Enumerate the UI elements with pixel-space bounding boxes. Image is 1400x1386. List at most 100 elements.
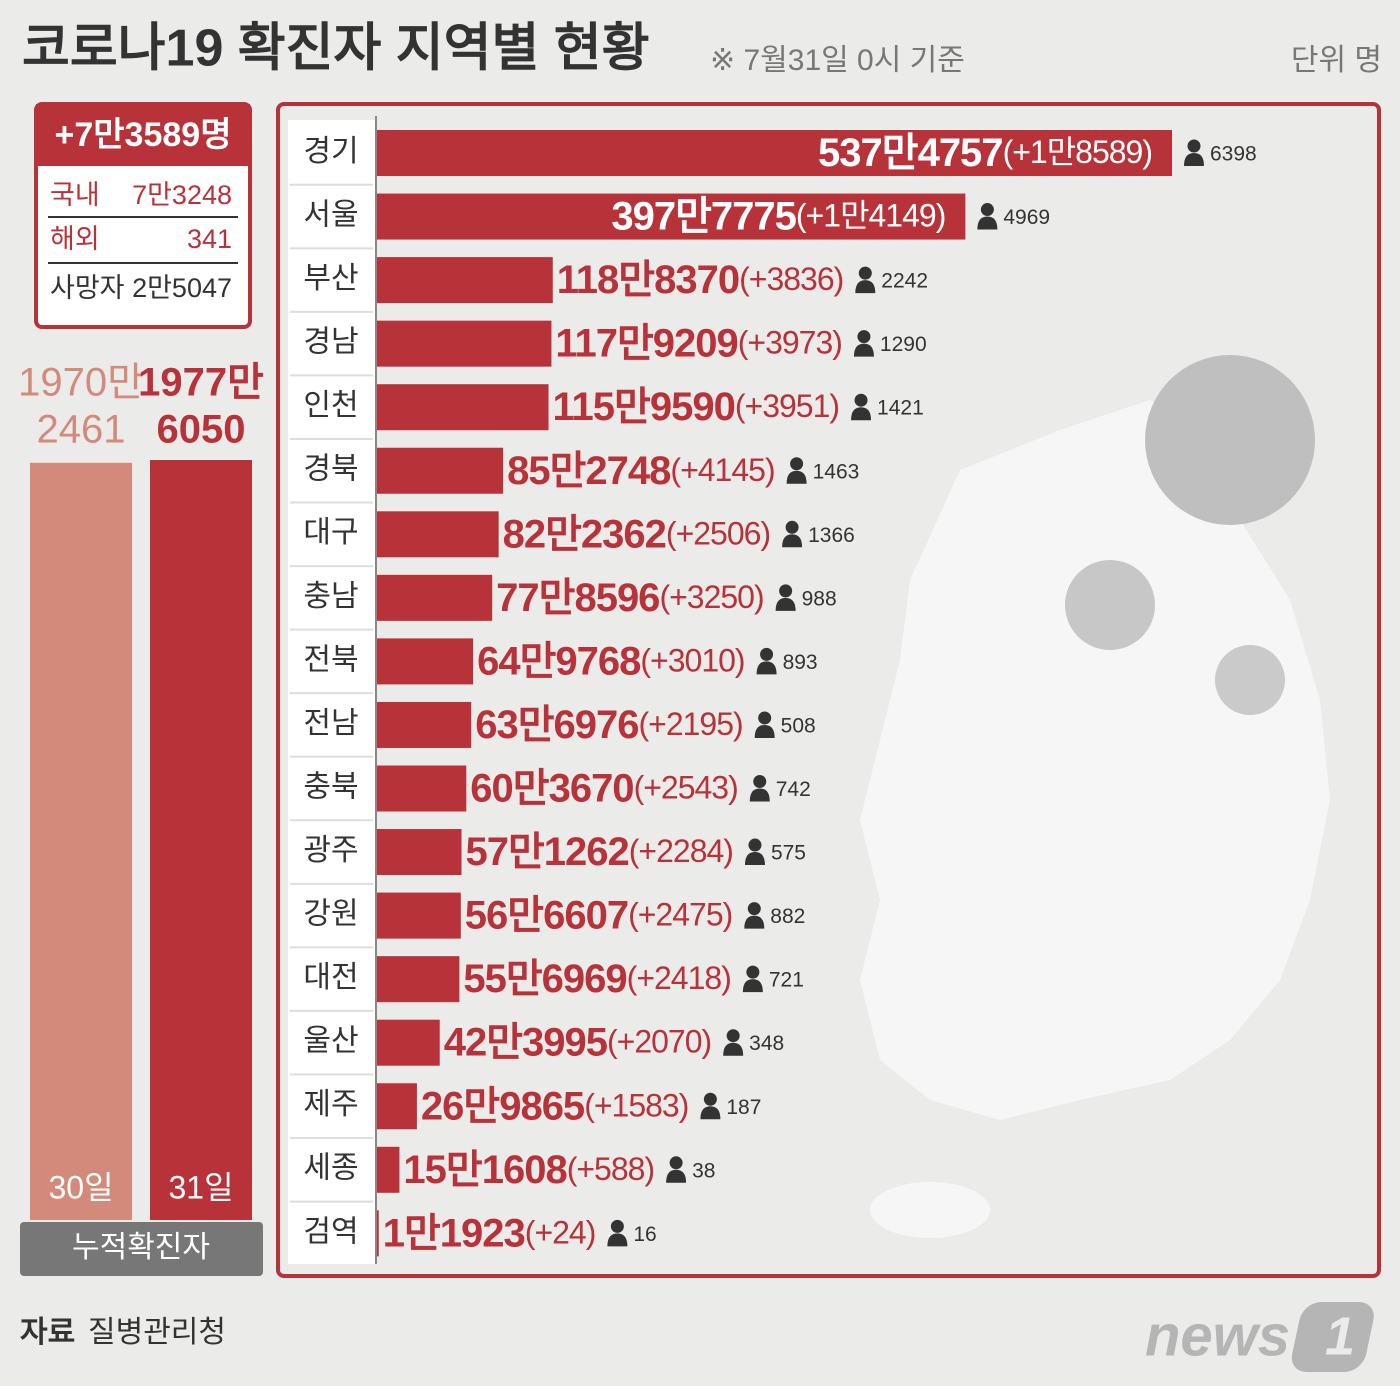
icon-head bbox=[726, 1029, 740, 1043]
increase-label: (+2418) bbox=[627, 961, 731, 997]
person-icon bbox=[666, 1156, 687, 1183]
person-icon bbox=[744, 838, 765, 866]
increase-label: (+2506) bbox=[666, 516, 770, 552]
panel-frame bbox=[276, 102, 1381, 1278]
bar bbox=[150, 460, 252, 1220]
icon-head bbox=[980, 203, 994, 217]
category-label: 서울 bbox=[303, 198, 358, 231]
icon-body bbox=[666, 1169, 687, 1183]
increase-label: (+588) bbox=[567, 1151, 654, 1187]
deaths-label: 348 bbox=[749, 1032, 784, 1055]
bar-label: 115만9590(+3951) bbox=[553, 385, 840, 429]
increase-label: (+2284) bbox=[629, 834, 733, 870]
bar bbox=[377, 447, 504, 494]
value-label: 26만9865 bbox=[421, 1084, 585, 1128]
category-label: 경북 bbox=[303, 453, 358, 486]
category-label: 세종 bbox=[303, 1152, 358, 1185]
summary-label: 해외 bbox=[50, 224, 100, 254]
value-label: 55만6969 bbox=[463, 957, 626, 1001]
icon-head bbox=[753, 775, 767, 788]
person-icon bbox=[744, 902, 765, 929]
bar bbox=[377, 511, 499, 558]
person-icon bbox=[754, 711, 775, 738]
note: ※ 7월31일 0시 기준 bbox=[710, 44, 965, 77]
category-label: 30일 bbox=[48, 1169, 113, 1205]
increase-label: (+2475) bbox=[628, 897, 732, 933]
deaths-label: 893 bbox=[783, 651, 818, 674]
value-label: 6050 bbox=[157, 408, 246, 452]
value-label: 85만2748 bbox=[507, 448, 671, 492]
value-label: 15만1608 bbox=[403, 1147, 567, 1191]
increase-label: (+2070) bbox=[607, 1024, 711, 1060]
icon-body bbox=[977, 216, 998, 230]
value-label: 60만3670 bbox=[470, 766, 633, 810]
x-label-box bbox=[20, 1222, 263, 1276]
person-icon bbox=[855, 266, 876, 294]
bar bbox=[377, 1083, 417, 1130]
source-value: 질병관리청 bbox=[88, 1316, 226, 1349]
icon-body bbox=[700, 1106, 721, 1120]
value-label: 1970만 bbox=[18, 361, 144, 405]
bar-label: 42만3995(+2070) bbox=[444, 1020, 711, 1064]
increase-label: (+2543) bbox=[634, 770, 738, 806]
icon-body bbox=[1184, 153, 1204, 166]
deaths-label: 721 bbox=[769, 969, 804, 992]
icon-body bbox=[853, 343, 874, 357]
increase-label: (+1583) bbox=[584, 1088, 688, 1124]
icon-body bbox=[775, 597, 796, 611]
icon-head bbox=[854, 393, 868, 407]
icon-body bbox=[723, 1042, 744, 1056]
bar bbox=[377, 1146, 400, 1193]
person-icon bbox=[749, 775, 770, 802]
label-column bbox=[288, 120, 375, 1264]
icon-head bbox=[758, 711, 772, 725]
deaths-label: 16 bbox=[633, 1223, 656, 1246]
person-icon bbox=[786, 457, 807, 484]
person-icon bbox=[1184, 139, 1204, 166]
value-label: 56만6607 bbox=[465, 893, 628, 937]
bar-label: 63만6976(+2195) bbox=[475, 703, 742, 747]
logo-number: 1 bbox=[1325, 1306, 1355, 1366]
person-icon bbox=[853, 330, 874, 357]
value-label: 1만1923 bbox=[383, 1211, 525, 1255]
summary-value: 7만3248 bbox=[132, 180, 232, 210]
increase-label: (+3010) bbox=[640, 643, 744, 679]
person-icon bbox=[700, 1092, 721, 1120]
category-label: 울산 bbox=[303, 1025, 358, 1058]
category-label: 대구 bbox=[303, 516, 358, 549]
icon-body bbox=[744, 915, 765, 929]
value-label: 1977만 bbox=[138, 361, 264, 405]
person-icon bbox=[775, 584, 796, 611]
logo-badge bbox=[1291, 1302, 1374, 1372]
icon-head bbox=[857, 330, 871, 344]
value-label: 63만6976 bbox=[475, 703, 638, 747]
summary-value: 2만5047 bbox=[132, 273, 232, 303]
bar-label: 85만2748(+4145) bbox=[507, 448, 774, 492]
increase-label: (+3973) bbox=[738, 325, 842, 361]
deaths-label: 1290 bbox=[880, 333, 927, 356]
bar-label: 57만1262(+2284) bbox=[465, 830, 732, 874]
summary-value: 341 bbox=[187, 224, 232, 254]
icon-body bbox=[754, 724, 775, 738]
bar bbox=[377, 320, 552, 367]
map-decoration bbox=[860, 355, 1330, 1238]
bar-label: 118만8370(+3836) bbox=[557, 258, 844, 302]
increase-label: (+24) bbox=[525, 1215, 596, 1251]
summary-header bbox=[36, 104, 250, 166]
bar-label: 64만9768(+3010) bbox=[477, 639, 744, 683]
value-label: 537만4757 bbox=[818, 131, 1003, 175]
category-label: 충북 bbox=[303, 770, 358, 803]
deaths-label: 6398 bbox=[1210, 143, 1257, 166]
category-label: 부산 bbox=[303, 262, 358, 295]
value-label: 77만8596 bbox=[496, 575, 659, 619]
deaths-label: 508 bbox=[781, 714, 816, 737]
bar bbox=[377, 1019, 440, 1066]
bar-label: 56만6607(+2475) bbox=[465, 893, 732, 937]
bar bbox=[377, 257, 553, 304]
increase-label: (+3250) bbox=[659, 579, 763, 615]
person-icon bbox=[851, 393, 872, 421]
icon-body bbox=[742, 979, 763, 993]
icon-head bbox=[858, 266, 872, 280]
increase-label: (+2195) bbox=[638, 706, 742, 742]
